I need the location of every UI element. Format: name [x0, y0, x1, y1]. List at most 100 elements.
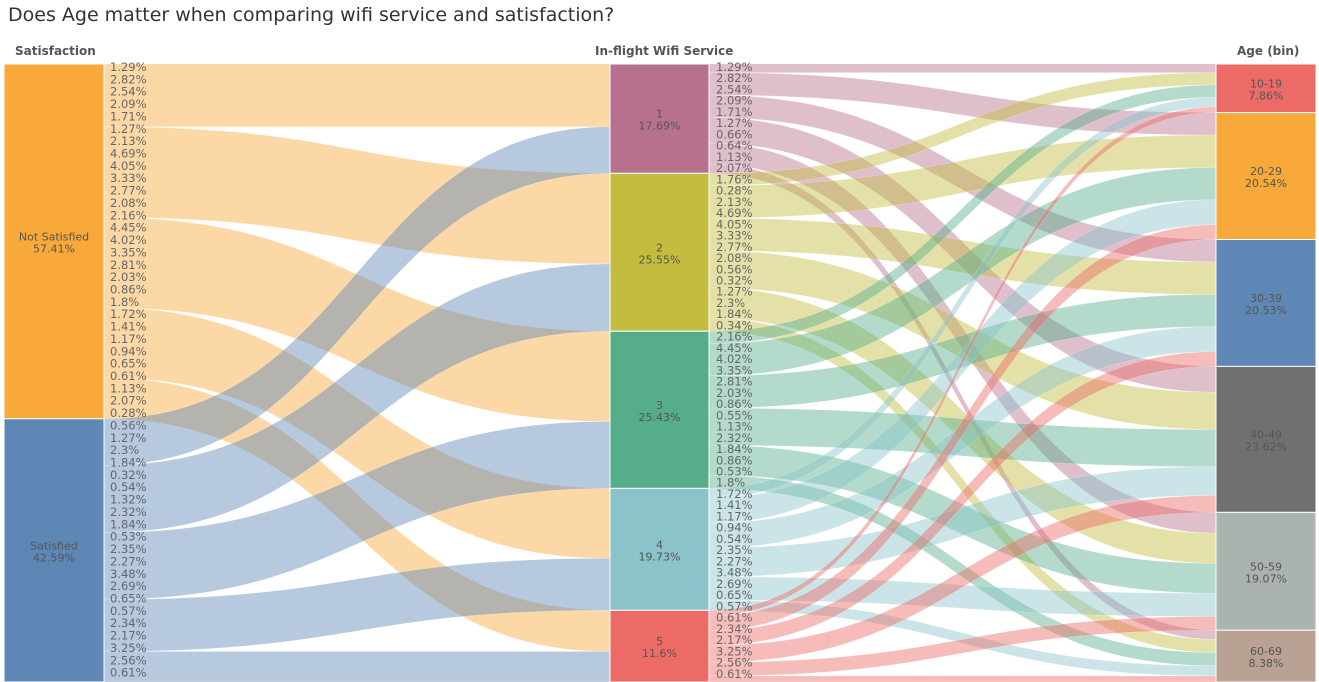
flow-label-left: 0.65%	[110, 357, 147, 371]
flow-label-right: 2.07%	[716, 161, 753, 175]
flow-label-left: 2.77%	[110, 184, 147, 198]
age-node-percent: 20.54%	[1245, 177, 1287, 190]
wifi-node-label: 2	[656, 241, 663, 254]
flow-label-left: 0.61%	[110, 666, 147, 680]
age-node-30-39[interactable]	[1215, 239, 1317, 367]
flow-label-left: 1.32%	[110, 493, 147, 507]
flow-label-right: 0.86%	[716, 397, 753, 411]
flow-label-left: 3.33%	[110, 171, 147, 185]
flow-label-left: 1.8%	[110, 295, 139, 309]
flow-label-left: 2.54%	[110, 85, 147, 99]
flow-label-right: 1.27%	[716, 116, 753, 130]
flow-band-satisfaction-wifi	[103, 651, 611, 682]
wifi-node-5[interactable]	[609, 609, 710, 682]
flow-label-right: 0.56%	[716, 262, 753, 276]
satisfaction-node-percent: 42.59%	[33, 551, 75, 564]
flow-label-left: 1.72%	[110, 307, 147, 321]
flow-label-left: 2.07%	[110, 394, 147, 408]
flow-label-right: 2.16%	[716, 330, 753, 344]
wifi-node-label: 5	[656, 635, 663, 648]
flow-label-left: 0.86%	[110, 282, 147, 296]
flow-label-left: 1.84%	[110, 517, 147, 531]
wifi-node-3[interactable]	[609, 330, 710, 489]
flow-band-wifi-age	[708, 63, 1217, 73]
flow-label-left: 2.56%	[110, 653, 147, 667]
flow-label-right: 0.53%	[716, 465, 753, 479]
flow-label-left: 1.41%	[110, 320, 147, 334]
age-node-label: 10-19	[1250, 77, 1282, 90]
flow-label-right: 1.29%	[716, 60, 753, 74]
age-node-label: 50-59	[1250, 560, 1282, 573]
flow-label-left: 2.69%	[110, 579, 147, 593]
wifi-node-percent: 25.55%	[639, 253, 681, 266]
flow-label-left: 2.81%	[110, 258, 147, 272]
wifi-node-1[interactable]	[609, 63, 710, 174]
wifi-age-flows	[708, 63, 1217, 682]
flow-label-right: 3.35%	[716, 363, 753, 377]
flow-label-left: 1.84%	[110, 456, 147, 470]
satisfaction-node-label: Not Satisfied	[19, 230, 89, 243]
satisfaction-wifi-flows	[103, 63, 611, 682]
age-node-60-69[interactable]	[1215, 629, 1317, 682]
satisfaction-node-not-satisfied[interactable]	[3, 63, 105, 420]
flow-label-left: 4.05%	[110, 159, 147, 173]
flow-label-right: 0.65%	[716, 588, 753, 602]
flow-label-left: 0.28%	[110, 406, 147, 420]
flow-label-left: 4.69%	[110, 147, 147, 161]
age-node-percent: 20.53%	[1245, 304, 1287, 317]
flow-label-right: 0.32%	[716, 273, 753, 287]
flow-label-right: 0.57%	[716, 599, 753, 613]
flow-label-right: 2.34%	[716, 622, 753, 636]
flow-label-right: 2.82%	[716, 71, 753, 85]
age-node-10-19[interactable]	[1215, 63, 1317, 114]
flow-label-left: 1.13%	[110, 381, 147, 395]
wifi-node-percent: 11.6%	[642, 647, 677, 660]
flow-label-right: 2.08%	[716, 251, 753, 265]
wifi-node-label: 4	[656, 538, 663, 551]
flow-label-right: 2.13%	[716, 195, 753, 209]
wifi-node-4[interactable]	[609, 487, 710, 611]
flow-band-satisfaction-wifi	[103, 63, 611, 128]
flow-label-left: 1.17%	[110, 332, 147, 346]
flow-label-left: 0.65%	[110, 591, 147, 605]
wifi-node-2[interactable]	[609, 172, 710, 332]
flow-label-right: 3.25%	[716, 644, 753, 658]
age-node-50-59[interactable]	[1215, 511, 1317, 631]
age-node-40-49[interactable]	[1215, 365, 1317, 513]
flow-label-right: 0.34%	[716, 318, 753, 332]
flow-label-left: 2.35%	[110, 542, 147, 556]
flow-label-left: 0.32%	[110, 468, 147, 482]
flow-label-right: 2.09%	[716, 94, 753, 108]
flow-label-right: 2.17%	[716, 633, 753, 647]
flow-label-left: 2.82%	[110, 72, 147, 86]
age-node-percent: 7.86%	[1249, 89, 1284, 102]
flow-label-right: 1.84%	[716, 442, 753, 456]
wifi-node-label: 1	[656, 108, 663, 121]
flow-label-right: 2.69%	[716, 577, 753, 591]
flow-label-right: 2.54%	[716, 82, 753, 96]
flow-label-right: 4.45%	[716, 341, 753, 355]
flow-label-right: 1.84%	[716, 307, 753, 321]
flow-label-right: 0.54%	[716, 532, 753, 546]
flow-band-wifi-age	[708, 675, 1217, 682]
flow-label-right: 1.13%	[716, 420, 753, 434]
satisfaction-node-label: Satisfied	[30, 539, 78, 552]
flow-label-right: 0.61%	[716, 667, 753, 681]
flow-label-right: 1.8%	[716, 476, 745, 490]
flow-label-right: 3.33%	[716, 229, 753, 243]
flow-label-right: 2.77%	[716, 240, 753, 254]
satisfaction-node-satisfied[interactable]	[3, 418, 105, 682]
satisfaction-column-header: Satisfaction	[15, 44, 96, 58]
flow-label-left: 0.61%	[110, 369, 147, 383]
left-flow-labels: 1.29%2.82%2.54%2.09%1.71%1.27%2.13%4.69%…	[110, 60, 147, 680]
flow-label-right: 4.69%	[716, 206, 753, 220]
wifi-node-label: 3	[656, 399, 663, 412]
wifi-column-header: In-flight Wifi Service	[595, 44, 734, 58]
flow-label-right: 4.02%	[716, 352, 753, 366]
flow-label-left: 0.56%	[110, 418, 147, 432]
flow-label-right: 1.72%	[716, 487, 753, 501]
flow-label-left: 2.3%	[110, 443, 139, 457]
flow-label-left: 2.16%	[110, 208, 147, 222]
wifi-node-percent: 19.73%	[639, 550, 681, 563]
